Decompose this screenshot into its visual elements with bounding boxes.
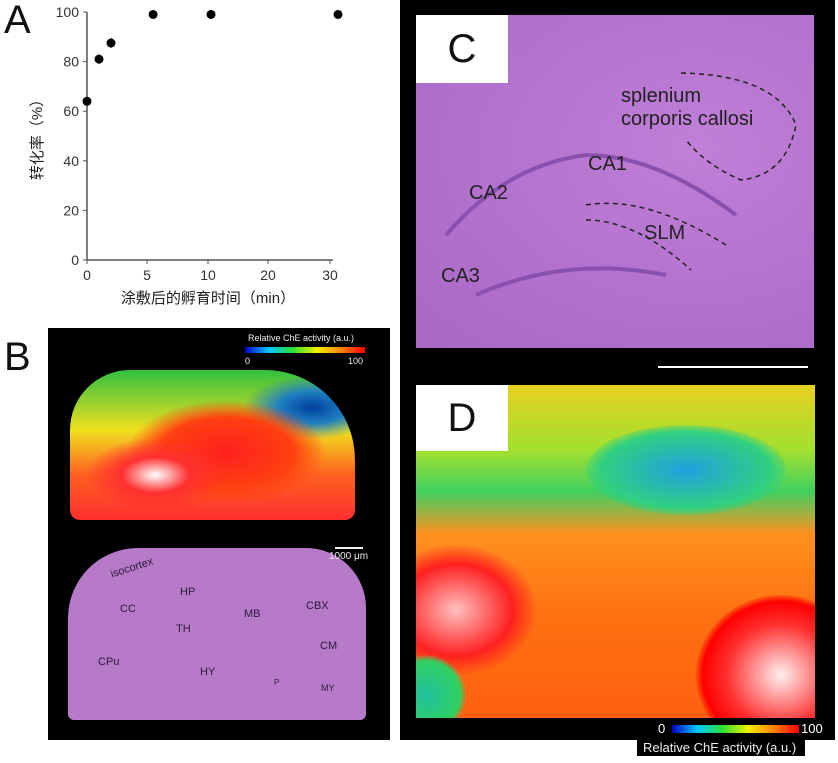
region-cpu: CPu xyxy=(98,656,120,668)
label-ca2: CA2 xyxy=(469,182,508,204)
y-tick-label: 80 xyxy=(63,54,79,70)
hippocampus-outlines xyxy=(444,72,797,297)
panel-label-d: D xyxy=(416,385,508,451)
colorbar-b xyxy=(245,347,365,353)
y-tick-label: 60 xyxy=(63,103,79,119)
data-point xyxy=(82,96,92,106)
label-ca1: CA1 xyxy=(588,153,627,175)
x-tick-label: 0 xyxy=(83,267,91,283)
colorbar-max-b: 100 xyxy=(348,356,364,366)
scale-bar-c xyxy=(658,366,808,368)
data-point xyxy=(206,9,216,19)
colorbar-title-d: Relative ChE activity (a.u.) xyxy=(637,740,805,756)
data-point xyxy=(106,38,116,48)
data-point xyxy=(333,9,343,19)
conversion-chart: 0 20 40 60 80 100 0 5 10 20 30 涂敷后的孵育时间（min） 转化率（%） xyxy=(29,4,343,307)
region-cm: CM xyxy=(320,640,338,652)
region-p: P xyxy=(274,678,280,687)
y-axis-label: 转化率（%） xyxy=(29,92,46,180)
y-tick-label: 100 xyxy=(56,4,80,20)
colorbar-min-d: 0 xyxy=(658,721,666,736)
colorbar-max-d: 100 xyxy=(801,721,823,736)
scale-bar-b xyxy=(335,547,363,549)
scale-bar-label-b: 1000 μm xyxy=(329,551,369,562)
x-tick-label: 5 xyxy=(143,267,151,283)
region-cbx: CBX xyxy=(306,600,329,612)
data-point xyxy=(94,54,104,64)
region-mb: MB xyxy=(244,608,261,620)
region-cc: CC xyxy=(120,603,136,615)
label-ca3: CA3 xyxy=(441,265,480,287)
x-tick-label: 20 xyxy=(260,267,276,283)
che-activity-map xyxy=(70,370,355,520)
label-corporis-callosi: corporis callosi xyxy=(621,108,754,130)
colorbar-title-b: Relative ChE activity (a.u.) xyxy=(248,333,355,343)
region-hp: HP xyxy=(180,586,196,598)
y-tick-label: 0 xyxy=(71,252,79,268)
x-axis-label: 涂敷后的孵育时间（min） xyxy=(121,289,295,307)
colorbar-min-b: 0 xyxy=(245,356,251,366)
panel-b-image: Relative ChE activity (a.u.) 0 100 isoco… xyxy=(48,328,390,740)
region-isocortex: isocortex xyxy=(109,555,155,581)
region-th: TH xyxy=(176,623,191,635)
label-splenium: splenium xyxy=(621,85,702,107)
region-hy: HY xyxy=(200,666,216,678)
label-slm: SLM xyxy=(644,222,686,244)
region-my: MY xyxy=(321,683,335,693)
panel-label-b: B xyxy=(4,335,31,379)
colorbar-d xyxy=(672,725,799,733)
he-stained-section: isocortex CC HP TH MB CBX CM CPu HY P MY xyxy=(68,548,366,720)
x-tick-label: 30 xyxy=(322,267,338,283)
y-tick-label: 40 xyxy=(63,153,79,169)
panel-label-a: A xyxy=(4,0,31,42)
x-tick-label: 10 xyxy=(200,267,216,283)
panel-label-c: C xyxy=(416,15,508,83)
data-point xyxy=(148,9,158,19)
y-tick-label: 20 xyxy=(63,202,79,218)
